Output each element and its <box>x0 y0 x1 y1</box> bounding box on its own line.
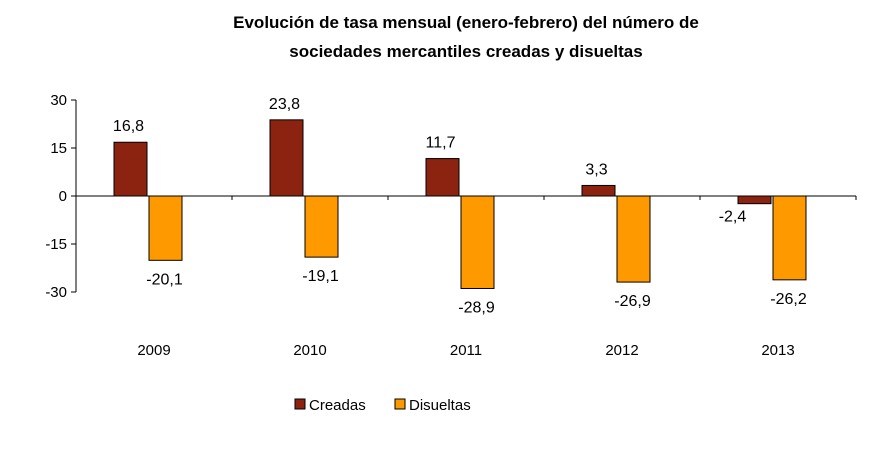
data-label-creadas: 3,3 <box>585 161 607 178</box>
x-category-label: 2009 <box>137 342 170 359</box>
data-label-disueltas: -20,1 <box>146 271 183 288</box>
legend-label-disueltas: Disueltas <box>409 397 471 414</box>
bar-disueltas <box>148 195 183 261</box>
chart-title-line-1: Evolución de tasa mensual (enero-febrero… <box>233 13 699 32</box>
data-label-disueltas: -19,1 <box>302 268 339 285</box>
bar-creadas <box>737 195 772 205</box>
x-category-label: 2010 <box>293 342 326 359</box>
legend-label-creadas: Creadas <box>309 397 366 414</box>
y-tick-label: 30 <box>50 92 67 109</box>
bar-disueltas <box>772 195 807 281</box>
data-label-creadas: 11,7 <box>426 135 456 152</box>
x-category-label: 2013 <box>761 342 794 359</box>
bar-disueltas <box>460 195 495 289</box>
data-label-creadas: -2,4 <box>719 209 747 226</box>
bars <box>113 119 807 289</box>
bar-creadas <box>113 141 148 197</box>
data-label-disueltas: -26,2 <box>770 291 807 308</box>
chart-title-line-2: sociedades mercantiles creadas y disuelt… <box>289 42 642 61</box>
legend: Creadas Disueltas <box>294 397 471 414</box>
data-labels: 16,8 -20,1 23,8 -19,1 11,7 -28,9 3,3 -26,9 -2,4 -… <box>113 96 807 317</box>
data-label-creadas: 23,8 <box>269 96 300 113</box>
data-label-creadas: 16,8 <box>113 118 144 135</box>
data-label-disueltas: -28,9 <box>458 299 495 316</box>
bar-disueltas <box>304 195 339 258</box>
legend-swatch-disueltas <box>394 398 406 410</box>
bar-creadas <box>269 119 304 197</box>
x-category-label: 2012 <box>605 342 638 359</box>
x-category-label: 2011 <box>450 342 482 359</box>
y-tick-label: 0 <box>59 188 67 205</box>
y-tick-label: -30 <box>45 284 67 301</box>
data-label-disueltas: -26,9 <box>614 293 651 310</box>
bar-disueltas <box>616 195 651 283</box>
y-tick-label: 15 <box>50 140 67 157</box>
bar-creadas <box>425 158 460 197</box>
bar-creadas <box>581 184 616 197</box>
legend-swatch-creadas <box>294 398 306 410</box>
y-tick-label: -15 <box>45 236 67 253</box>
